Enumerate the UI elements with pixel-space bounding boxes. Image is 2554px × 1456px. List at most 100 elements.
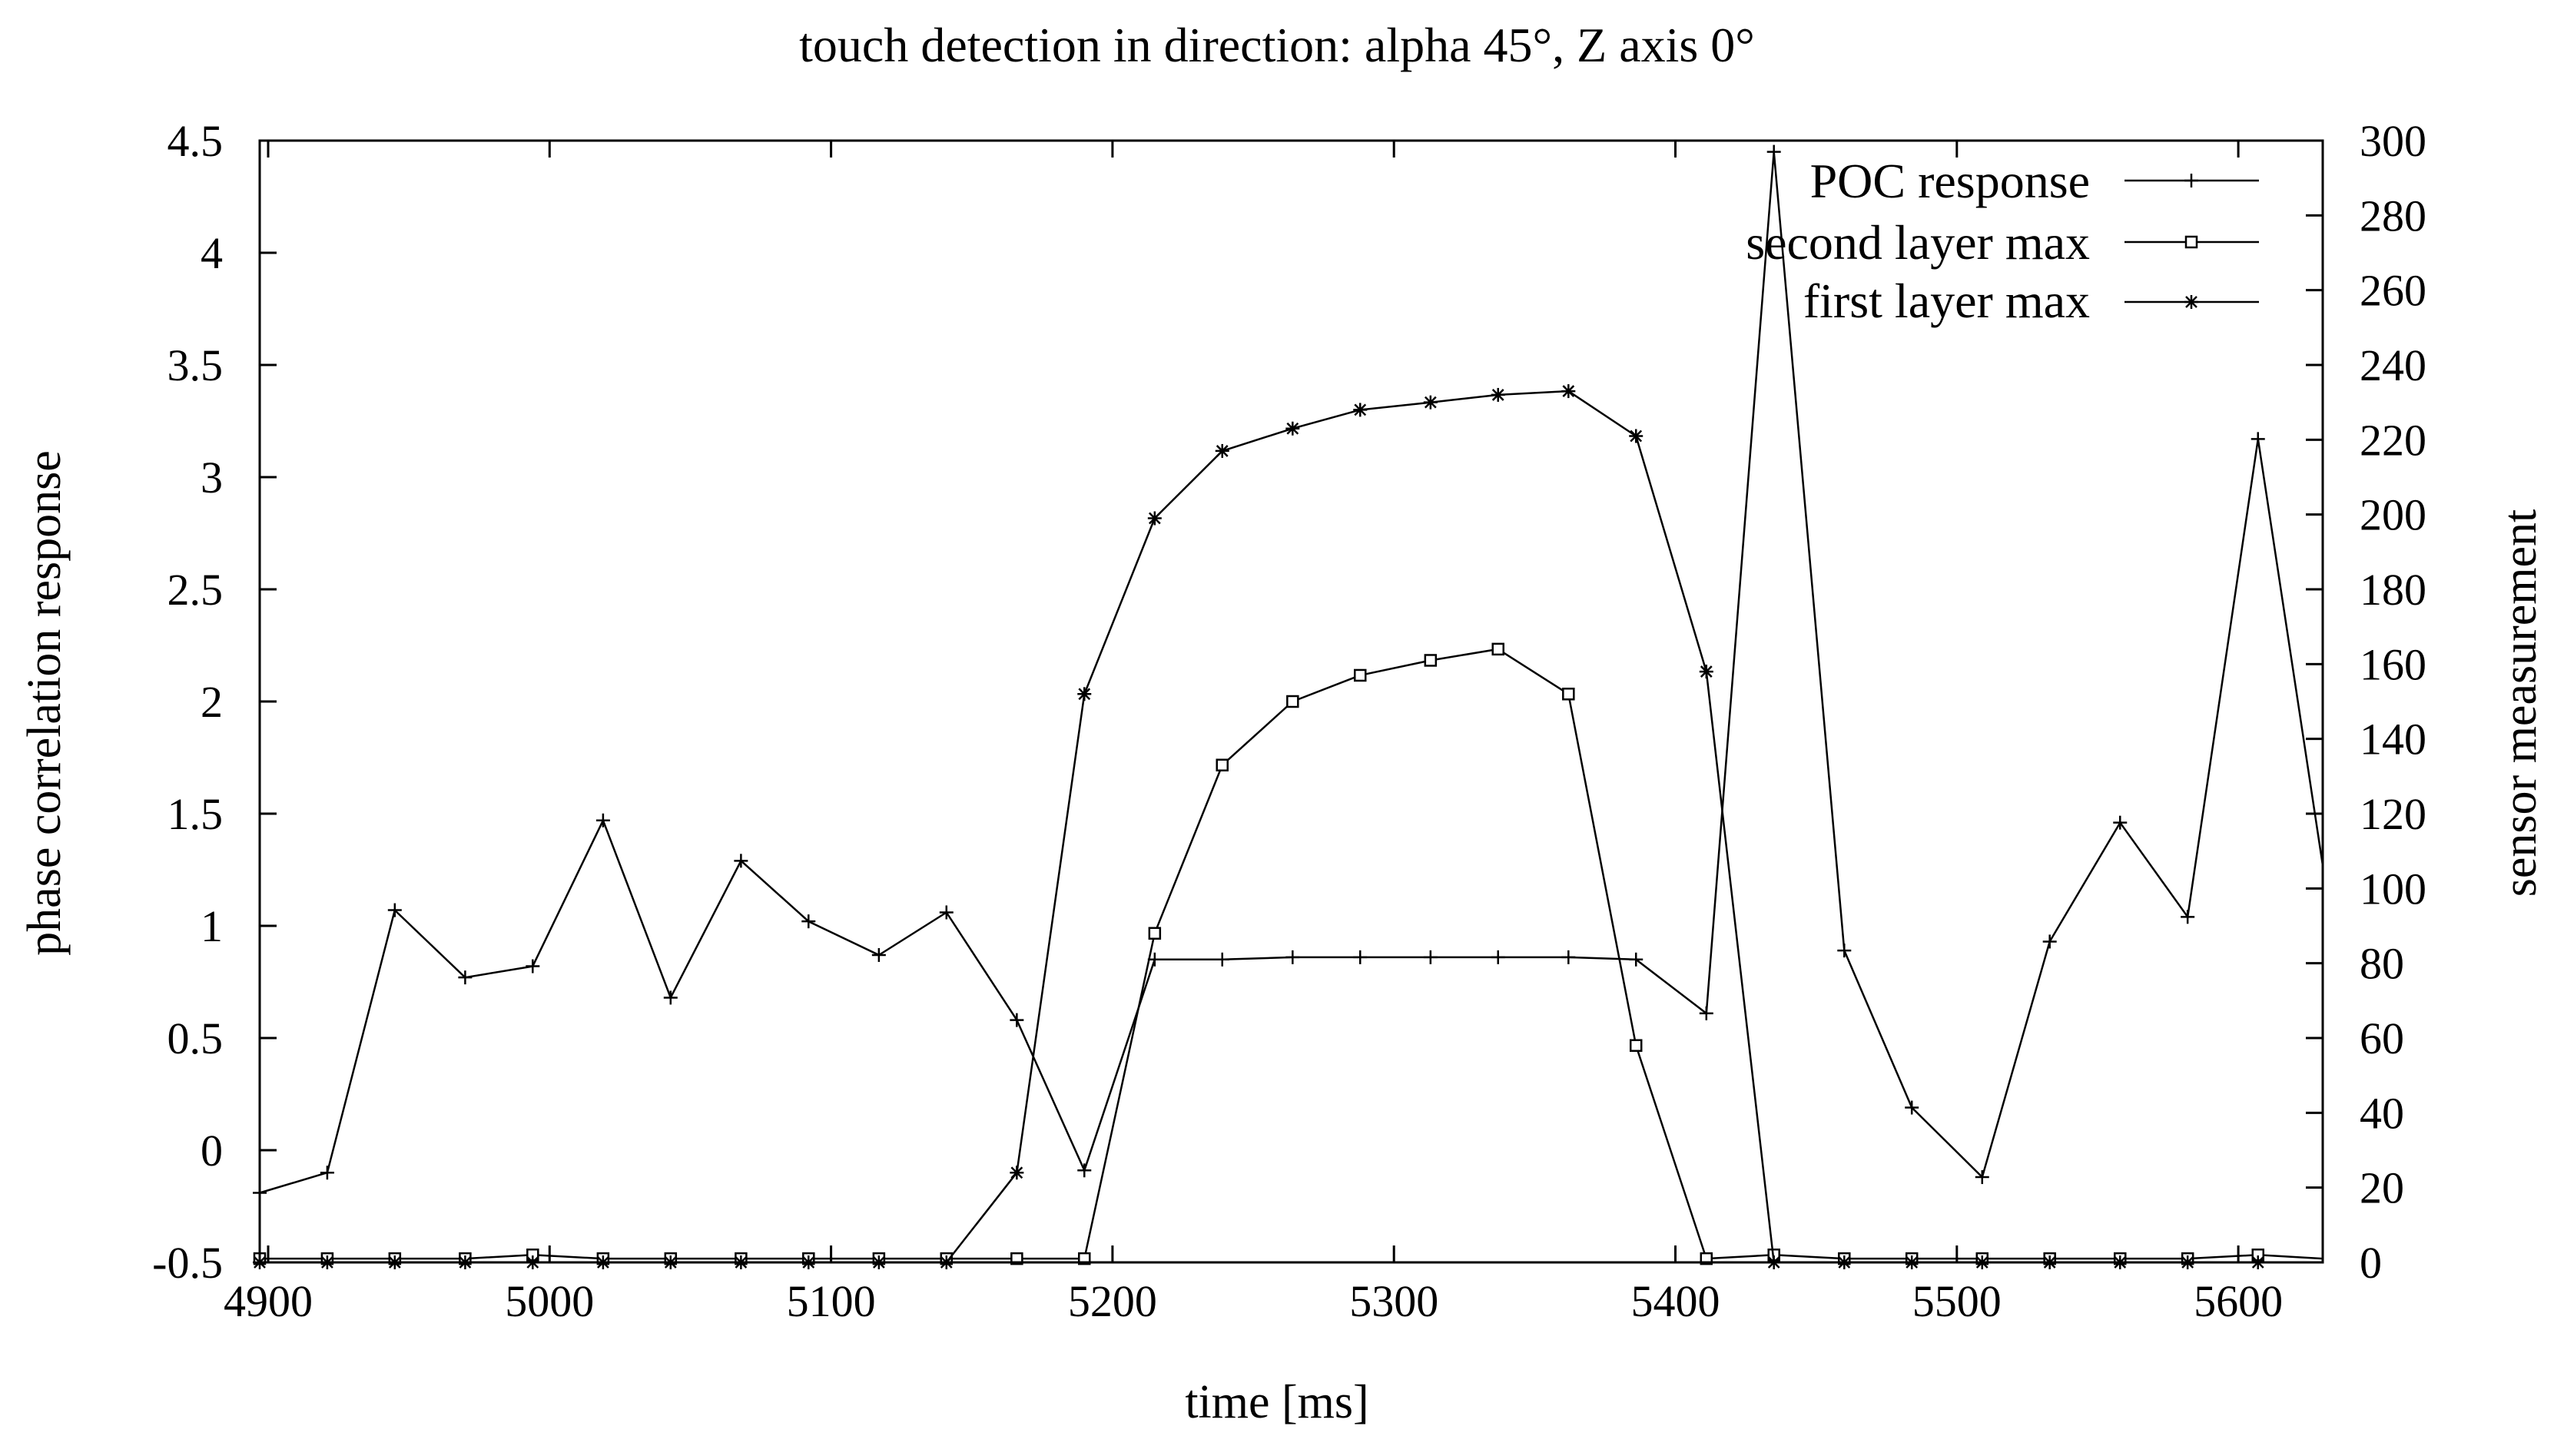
y-axis-label: phase correlation response: [18, 450, 71, 956]
data-point-first-layer-max: [1561, 384, 1576, 399]
y2-tick-label: 240: [2360, 340, 2426, 390]
y2-tick-label: 100: [2360, 864, 2426, 914]
x-tick-label: 5200: [1068, 1276, 1157, 1326]
data-point-poc-response: [458, 970, 473, 985]
x-tick-label: 4900: [224, 1276, 313, 1326]
y2-tick-label: 160: [2360, 639, 2426, 689]
axis-ticks: [260, 139, 2323, 1264]
y-tick-label: 1.5: [168, 789, 224, 839]
y2-axis-label: sensor measurement: [2494, 509, 2546, 897]
data-point-first-layer-max: [1423, 395, 1438, 410]
y2-tick-label: 40: [2360, 1088, 2404, 1138]
data-point-poc-response: [801, 914, 816, 929]
y-tick-label: 0.5: [168, 1013, 224, 1063]
data-point-poc-response: [1423, 950, 1438, 964]
data-point-second-layer-max: [1424, 654, 1438, 667]
y-tick-label: 2: [201, 677, 223, 727]
y-tick-label: 0: [201, 1126, 223, 1176]
x-tick-label: 5400: [1631, 1276, 1720, 1326]
y-tick-label: 3.5: [168, 340, 224, 390]
legend-marker-poc-response: [2184, 174, 2198, 187]
series-poc-response: [253, 144, 2324, 1200]
legend-label-first-layer-max: first layer max: [1803, 274, 2090, 328]
y2-tick-label: 220: [2360, 415, 2426, 465]
series-first-layer-max: [253, 384, 2323, 1269]
data-point-first-layer-max: [1629, 429, 1644, 443]
data-point-first-layer-max: [1147, 511, 1162, 526]
data-point-poc-response: [1215, 952, 1229, 967]
y2-tick-label: 60: [2360, 1013, 2404, 1063]
data-point-poc-response: [2251, 432, 2265, 446]
data-point-poc-response: [320, 1166, 334, 1180]
y2-tick-label: 260: [2360, 266, 2426, 316]
y2-tick-label: 200: [2360, 490, 2426, 540]
data-point-poc-response: [526, 959, 540, 973]
data-point-poc-response: [734, 854, 748, 868]
y-tick-label: 2.5: [168, 565, 224, 615]
y2-tick-label: 120: [2360, 789, 2426, 839]
data-point-poc-response: [1285, 950, 1300, 964]
data-point-poc-response: [2042, 934, 2057, 949]
y-tick-label: 1: [201, 901, 223, 951]
x-tick-label: 5100: [787, 1276, 876, 1326]
y-tick-label: 4.5: [168, 116, 224, 166]
data-point-poc-response: [1699, 1006, 1713, 1020]
chart-title: touch detection in direction: alpha 45°,…: [799, 18, 1755, 72]
x-tick-label: 5500: [1912, 1276, 2002, 1326]
data-point-second-layer-max: [1216, 758, 1229, 771]
data-point-poc-response: [663, 990, 678, 1005]
data-point-second-layer-max: [1286, 695, 1299, 708]
data-point-first-layer-max: [1699, 665, 1713, 679]
data-point-poc-response: [1077, 1163, 1092, 1178]
data-point-poc-response: [1353, 950, 1368, 964]
data-point-poc-response: [939, 905, 954, 920]
data-point-second-layer-max: [1562, 688, 1575, 701]
y-tick-label: -0.5: [152, 1238, 223, 1288]
data-point-poc-response: [2181, 910, 2195, 924]
legend-label-second-layer-max: second layer max: [1746, 215, 2090, 270]
series-line-first-layer-max: [260, 390, 2323, 1264]
data-point-poc-response: [595, 813, 610, 827]
data-point-first-layer-max: [1353, 403, 1368, 417]
data-point-first-layer-max: [1215, 443, 1229, 458]
plot-frame: [258, 139, 2324, 1264]
data-point-poc-response: [2113, 815, 2128, 830]
data-point-first-layer-max: [1010, 1166, 1024, 1180]
data-point-first-layer-max: [1077, 687, 1092, 701]
y2-tick-label: 280: [2360, 191, 2426, 240]
data-point-poc-response: [1629, 952, 1644, 967]
data-point-first-layer-max: [1491, 387, 1505, 402]
y-tick-label: 3: [201, 453, 223, 502]
y2-tick-label: 300: [2360, 116, 2426, 166]
data-point-first-layer-max: [1285, 421, 1300, 436]
data-point-poc-response: [1975, 1170, 1989, 1185]
data-point-poc-response: [1837, 944, 1852, 958]
data-point-second-layer-max: [1353, 668, 1367, 682]
data-point-poc-response: [1905, 1100, 1919, 1115]
legend-label-poc-response: POC response: [1810, 154, 2090, 208]
tick-labels: 4900 5000 5100 5200 5300 5400 5500 5600 -0.5 0 0.5…: [152, 116, 2426, 1326]
x-tick-label: 5000: [505, 1276, 594, 1326]
x-tick-label: 5600: [2194, 1276, 2283, 1326]
data-point-poc-response: [1766, 144, 1781, 159]
legend-marker-first-layer-max: [2184, 295, 2198, 309]
series-second-layer-max: [253, 642, 2323, 1265]
series-line-second-layer-max: [260, 648, 2323, 1260]
y-tick-label: 4: [201, 228, 223, 278]
data-point-poc-response: [387, 903, 402, 917]
data-point-poc-response: [1561, 950, 1576, 964]
data-point-poc-response: [1491, 950, 1505, 964]
x-tick-label: 5300: [1349, 1276, 1438, 1326]
y2-tick-label: 20: [2360, 1163, 2404, 1213]
x-axis-label: time [ms]: [1185, 1376, 1368, 1428]
legend-marker-second-layer-max: [2184, 235, 2198, 249]
y2-tick-label: 140: [2360, 715, 2426, 764]
data-point-poc-response: [1010, 1013, 1024, 1027]
y2-tick-label: 180: [2360, 565, 2426, 615]
y2-tick-label: 0: [2360, 1238, 2382, 1288]
data-point-second-layer-max: [1491, 642, 1504, 656]
data-point-second-layer-max: [1148, 927, 1162, 940]
y2-tick-label: 80: [2360, 939, 2404, 989]
data-point-second-layer-max: [1629, 1039, 1643, 1052]
